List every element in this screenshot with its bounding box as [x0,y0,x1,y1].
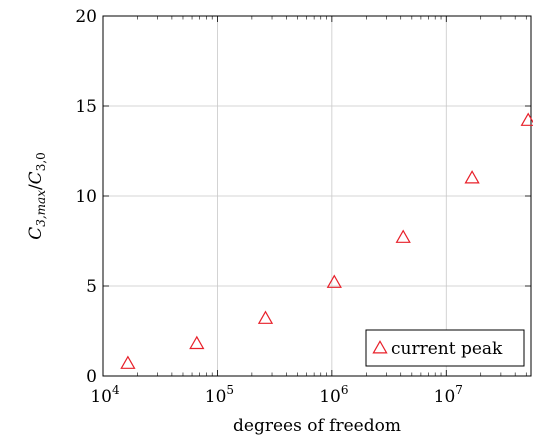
y-tick-label: 15 [75,97,97,117]
y-axis-title: C3,max/C3,0 [26,152,48,240]
x-tick-label-exponent: 6 [341,383,349,397]
data-point [326,274,342,288]
grid-lines [103,16,531,376]
x-tick-label-base: 10 [319,387,341,407]
axis-ticks [102,15,531,377]
data-point [395,229,411,243]
data-point [520,112,533,126]
legend-box [365,329,525,367]
legend-label: current peak [391,339,503,359]
x-tick-label-exponent: 4 [112,383,120,397]
y-tick-label: 0 [86,367,97,387]
data-point [120,355,136,369]
y-axis-title-sub-den: 3,0 [34,152,48,171]
x-tick-label: 104 [90,383,120,407]
x-tick-label-exponent: 5 [226,383,234,397]
data-point [189,335,205,350]
data-points [120,112,533,369]
x-tick-label: 107 [434,383,463,407]
x-tick-label: 105 [205,383,234,407]
x-tick-label-base: 10 [90,387,112,407]
y-tick-label: 5 [86,277,97,297]
y-axis-title-sep: / [26,184,46,190]
x-tick-label-exponent: 7 [455,383,463,397]
legend: current peak [365,329,525,367]
y-axis-title-sub-num: 3,max [34,190,48,227]
x-tick-label-base: 10 [205,387,227,407]
y-axis-title-base: C [26,227,46,240]
legend-marker-triangle [372,340,388,354]
y-tick-label: 10 [75,187,97,207]
y-axis-title-base2: C [26,171,46,184]
data-point [257,310,274,324]
x-axis-title: degrees of freedom [233,416,401,436]
x-tick-label-base: 10 [434,387,456,407]
x-tick-label: 106 [319,383,348,407]
data-point [464,170,480,184]
y-tick-label: 20 [75,7,97,27]
